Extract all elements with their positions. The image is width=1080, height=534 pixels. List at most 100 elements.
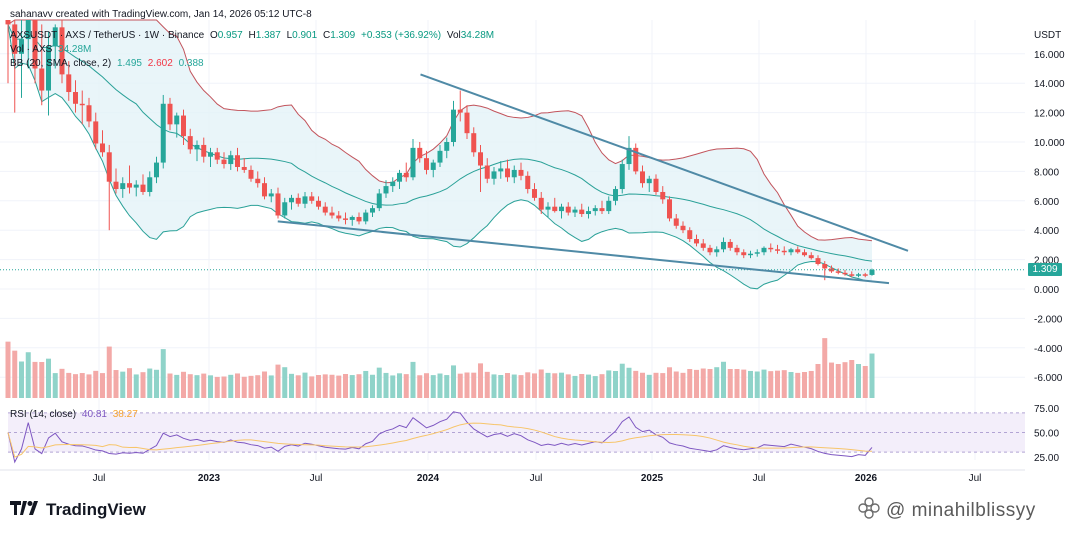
bb-legend[interactable]: BB (20, SMA, close, 2) 1.495 2.602 0.388 [10,58,207,69]
volume-legend[interactable]: Vol · AXS 34.28M [10,44,94,55]
volume-bar [734,369,740,398]
candle-body [248,169,254,179]
volume-bar [100,373,105,398]
volume-bar [437,373,443,398]
volume-bar [687,369,693,398]
candle-body [322,206,328,213]
candle-body [430,162,436,170]
candle-body [511,169,517,178]
candle-body [302,196,308,204]
volume-bar [694,369,699,398]
candle-body [808,255,814,259]
candle-body [120,183,126,190]
volume-bar [336,375,342,398]
candle-body [194,144,200,150]
volume-bar [140,372,146,398]
candle-body [417,147,423,159]
volume-bar [302,372,308,398]
last-price-tag: 1.309 [1028,263,1062,276]
volume-bar [525,372,531,398]
rsi-legend[interactable]: RSI (14, close) 40.81 38.27 [10,409,141,420]
volume-bar [498,375,504,398]
candle-body [19,39,24,54]
candle-body [734,247,740,253]
bb-lower-line [7,24,873,290]
volume-bar [727,369,733,398]
candle-body [694,239,699,244]
rsi-line [7,411,873,464]
candle-body [349,216,355,220]
price-tick-label: 12.000 [1034,109,1065,120]
volume-bar [802,372,807,398]
volume-bar [390,375,396,398]
candle-body [52,27,58,47]
volume-bar [106,346,112,398]
volume-bar [606,370,612,398]
candle-body [295,197,301,204]
volume-bar [748,370,753,398]
brand-flower-icon [858,497,880,525]
candle-body [532,189,537,198]
volume-bars [5,338,875,398]
volume-bar [309,376,315,398]
volume-bar [208,375,213,398]
candle-body [390,181,396,187]
candle-body [403,172,409,178]
candle-body [687,230,693,240]
candle-body [586,211,591,215]
candle-body [559,206,564,212]
vol-value: 34.28M [460,30,495,41]
candle-body [140,184,146,192]
volume-bar [228,374,234,398]
price-tick-label: 10.000 [1034,138,1065,149]
volume-bar [5,341,11,398]
candle-body [376,193,382,209]
candle-body [707,247,713,253]
close-value: 1.309 [330,30,356,41]
price-tick-label: 6.000 [1034,197,1059,208]
candle-body [113,181,119,190]
price-tick-label: -2.000 [1034,314,1063,325]
candle-body [235,155,240,167]
volume-bar [788,372,794,398]
volume-bar [403,374,409,398]
tradingview-wordmark: TradingView [46,500,146,519]
candle-body [127,183,132,188]
chart-credit: sahanavv created with TradingView.com, J… [10,9,315,20]
candle-body [673,218,679,226]
volume-bar [329,374,335,398]
volume-bar [194,375,200,398]
candle-body [356,216,362,222]
candle-body [640,171,645,184]
candle-body [653,178,659,192]
volume-bar [835,364,841,398]
ohlc-legend[interactable]: AXSUSDT · AXS / TetherUS · 1W · Binance … [10,30,497,41]
volume-bar [505,373,510,398]
volume-bar [565,374,571,398]
candle-body [93,121,99,144]
tradingview-branding[interactable]: TradingView [10,500,146,520]
time-tick-label: 2026 [855,473,878,484]
symbol-name: AXSUSDT · AXS / TetherUS · 1W · Binance [10,30,205,41]
volume-bar [862,366,868,398]
candle-body [397,172,402,182]
rsi-value: 40.81 [81,409,107,420]
open-value: 0.957 [217,30,243,41]
time-tick-label: Jul [753,473,766,484]
volume-bar [741,369,747,398]
volume-bar [457,373,463,398]
rsi-tick-label: 50.00 [1034,429,1059,440]
volume-bar [673,371,679,398]
volume-bar [52,373,58,398]
volume-bar [545,372,551,398]
candle-body [633,147,639,172]
volume-indicator-label: Vol · AXS [10,44,53,55]
volume-bar [822,338,828,398]
candle-body [849,274,855,276]
candle-body [525,175,531,190]
candle-body [754,252,760,254]
volume-bar [370,374,375,398]
volume-bar [289,373,294,398]
price-tick-label: 14.000 [1034,79,1065,90]
